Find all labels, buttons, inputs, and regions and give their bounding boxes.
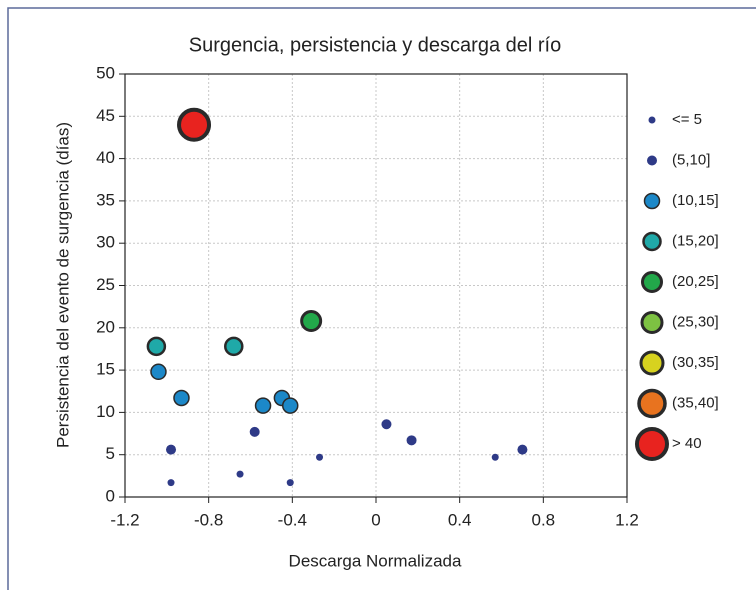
bubble <box>150 363 167 381</box>
x-axis-label: Descarga Normalizada <box>289 551 462 570</box>
x-tick-label: -0.8 <box>194 510 223 529</box>
bubble <box>300 310 323 333</box>
legend-label: (5,10] <box>672 151 710 168</box>
legend-marker <box>642 231 662 252</box>
legend-marker <box>643 192 661 210</box>
legend-marker <box>641 271 663 293</box>
legend-label: > 40 <box>672 435 702 452</box>
y-tick-label: 0 <box>106 486 115 505</box>
bubble <box>167 479 175 487</box>
bubble <box>177 107 212 142</box>
legend-label: (20,25] <box>672 273 719 290</box>
x-tick-label: 0 <box>371 510 380 529</box>
y-tick-label: 10 <box>96 402 115 421</box>
bubble <box>224 336 244 357</box>
bubble <box>316 453 324 461</box>
y-tick-label: 20 <box>96 317 115 336</box>
legend-label: (30,35] <box>672 354 719 371</box>
x-tick-label: 1.2 <box>615 510 639 529</box>
y-tick-label: 25 <box>96 275 115 294</box>
y-tick-label: 30 <box>96 233 115 252</box>
y-axis-label: Persistencia del evento de surgencia (dí… <box>53 122 72 448</box>
y-tick-label: 35 <box>96 190 115 209</box>
y-tick-label: 40 <box>96 148 115 167</box>
legend-marker <box>640 311 664 334</box>
bubble <box>517 444 528 455</box>
legend-marker <box>647 155 657 166</box>
legend-marker <box>648 116 656 124</box>
x-tick-label: -0.4 <box>278 510 307 529</box>
x-tick-label: 0.4 <box>448 510 472 529</box>
bubble <box>173 389 190 407</box>
bubble <box>166 444 177 455</box>
x-tick-label: -1.2 <box>110 510 139 529</box>
y-tick-label: 15 <box>96 360 115 379</box>
legend-label: (15,20] <box>672 232 719 249</box>
chart-title: Surgencia, persistencia y descarga del r… <box>189 34 561 56</box>
y-tick-label: 45 <box>96 106 115 125</box>
bubble <box>249 426 260 437</box>
legend-marker <box>639 350 665 376</box>
bubble <box>381 419 392 430</box>
legend-marker <box>635 427 669 461</box>
legend-label: (25,30] <box>672 313 719 330</box>
bubble <box>236 470 244 478</box>
frame <box>7 7 756 590</box>
bubble <box>146 336 167 357</box>
legend-marker <box>637 388 667 419</box>
bubble <box>286 479 294 487</box>
bubble <box>281 397 299 414</box>
plot-frame <box>124 73 628 498</box>
x-tick-label: 0.8 <box>532 510 556 529</box>
legend-label: (35,40] <box>672 394 719 411</box>
bubble <box>491 453 499 461</box>
legend-label: (10,15] <box>672 192 719 209</box>
bubble <box>406 435 417 446</box>
y-tick-label: 50 <box>96 63 115 82</box>
legend-label: <= 5 <box>672 111 702 128</box>
y-tick-label: 5 <box>106 444 115 463</box>
bubble <box>254 397 272 414</box>
